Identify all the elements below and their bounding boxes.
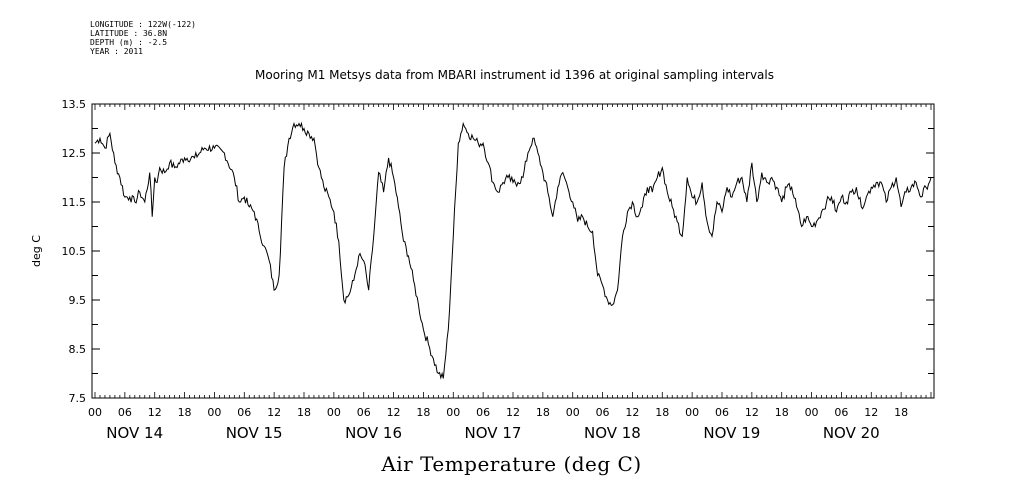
x-tick-day-label: NOV 16 <box>345 424 402 442</box>
meta-latitude: LATITUDE : 36.8N <box>90 29 168 38</box>
y-tick-label: 13.5 <box>62 98 87 111</box>
x-axis-title: Air Temperature (deg C) <box>381 452 642 476</box>
x-tick-hour-label: 06 <box>715 406 729 419</box>
y-tick-label: 10.5 <box>62 245 87 258</box>
x-tick-hour-label: 06 <box>476 406 490 419</box>
y-tick-label: 12.5 <box>62 147 87 160</box>
meta-depth: DEPTH (m) : -2.5 <box>90 38 168 47</box>
y-tick-label: 7.5 <box>69 392 87 405</box>
x-tick-hour-label: 00 <box>446 406 460 419</box>
x-tick-hour-label: 18 <box>416 406 430 419</box>
x-tick-hour-label: 06 <box>834 406 848 419</box>
x-tick-hour-label: 12 <box>387 406 401 419</box>
x-tick-hour-label: 12 <box>864 406 878 419</box>
x-tick-hour-label: 06 <box>357 406 371 419</box>
x-tick-hour-label: 18 <box>775 406 789 419</box>
x-tick-hour-label: 00 <box>327 406 341 419</box>
y-tick-label: 11.5 <box>62 196 87 209</box>
x-tick-day-label: NOV 19 <box>703 424 760 442</box>
y-tick-label: 8.5 <box>69 343 87 356</box>
x-tick-hour-label: 00 <box>207 406 221 419</box>
x-tick-hour-label: 00 <box>88 406 102 419</box>
x-tick-hour-label: 06 <box>118 406 132 419</box>
y-tick-label: 9.5 <box>69 294 87 307</box>
x-tick-day-label: NOV 14 <box>106 424 163 442</box>
y-axis: 13.5 12.5 11.5 10.5 9.5 8.5 7.5 <box>62 98 934 405</box>
x-tick-hour-label: 00 <box>805 406 819 419</box>
x-tick-hour-label: 12 <box>267 406 281 419</box>
x-axis: 00 06 12 18 00 06 12 18 00 06 12 18 00 06 12 18 00 06 12 18… <box>88 104 932 442</box>
x-tick-hour-label: 12 <box>745 406 759 419</box>
x-tick-hour-label: 06 <box>596 406 610 419</box>
y-axis-label: deg C <box>30 235 43 267</box>
x-tick-hour-label: 00 <box>685 406 699 419</box>
x-tick-hour-label: 12 <box>148 406 162 419</box>
x-tick-hour-label: 18 <box>536 406 550 419</box>
x-tick-hour-label: 18 <box>297 406 311 419</box>
x-tick-hour-label: 12 <box>506 406 520 419</box>
series-line-air-temperature <box>94 121 932 380</box>
x-tick-day-label: NOV 15 <box>226 424 283 442</box>
x-tick-hour-label: 18 <box>178 406 192 419</box>
x-tick-day-label: NOV 20 <box>823 424 880 442</box>
plot-frame <box>91 103 935 399</box>
chart-title: Mooring M1 Metsys data from MBARI instru… <box>255 68 774 82</box>
x-tick-day-label: NOV 18 <box>584 424 641 442</box>
x-tick-hour-label: 18 <box>894 406 908 419</box>
metadata-block: LONGITUDE : 122W(-122) LATITUDE : 36.8N … <box>90 20 196 56</box>
meta-year: YEAR : 2011 <box>90 47 143 56</box>
x-tick-hour-label: 06 <box>237 406 251 419</box>
x-tick-hour-label: 12 <box>625 406 639 419</box>
x-tick-hour-label: 00 <box>566 406 580 419</box>
x-tick-hour-label: 18 <box>655 406 669 419</box>
x-tick-day-label: NOV 17 <box>465 424 522 442</box>
meta-longitude: LONGITUDE : 122W(-122) <box>90 20 196 29</box>
